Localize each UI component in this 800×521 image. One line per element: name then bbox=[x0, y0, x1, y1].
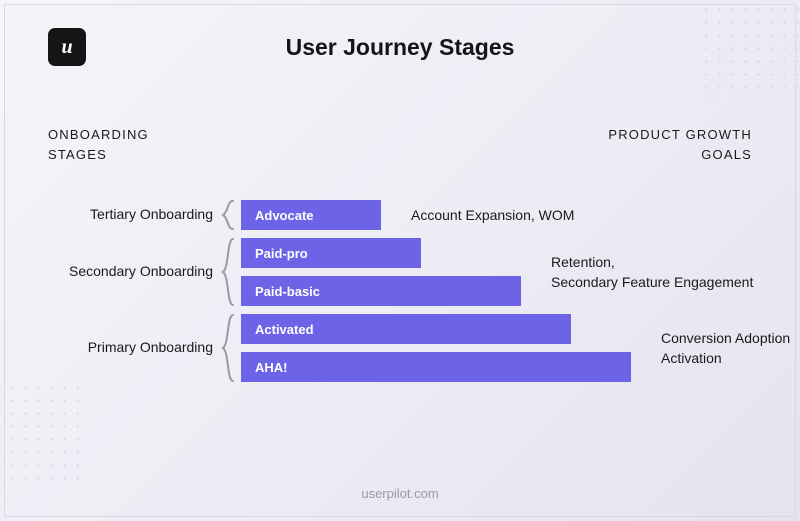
stage-label: Tertiary Onboarding bbox=[90, 206, 213, 222]
bar-activated: Activated bbox=[241, 314, 571, 344]
bar-label: Paid-pro bbox=[255, 246, 308, 261]
bar-paid-pro: Paid-pro bbox=[241, 238, 421, 268]
bar-label: AHA! bbox=[255, 360, 288, 375]
page-title: User Journey Stages bbox=[0, 34, 800, 61]
right-header-line2: GOALS bbox=[608, 145, 752, 165]
brace-icon bbox=[219, 200, 235, 230]
goal-label: Retention,Secondary Feature Engagement bbox=[551, 253, 753, 292]
goal-label-line: Conversion Adoption bbox=[661, 329, 790, 349]
bar-label: Activated bbox=[255, 322, 314, 337]
bar-label: Paid-basic bbox=[255, 284, 320, 299]
brace-icon bbox=[219, 238, 235, 306]
bar-paid-basic: Paid-basic bbox=[241, 276, 521, 306]
journey-chart: Advocate Paid-pro Paid-basic Activated AHA! T… bbox=[0, 200, 800, 420]
bar-aha-: AHA! bbox=[241, 352, 631, 382]
left-header-line2: STAGES bbox=[48, 145, 149, 165]
footer-brand: userpilot.com bbox=[0, 486, 800, 501]
right-column-header: PRODUCT GROWTH GOALS bbox=[608, 125, 752, 164]
goal-label: Conversion AdoptionActivation bbox=[661, 329, 790, 368]
left-column-header: ONBOARDING STAGES bbox=[48, 125, 149, 164]
left-header-line1: ONBOARDING bbox=[48, 125, 149, 145]
goal-label-line: Account Expansion, WOM bbox=[411, 206, 574, 226]
bar-advocate: Advocate bbox=[241, 200, 381, 230]
brace-icon bbox=[219, 314, 235, 382]
stage-label: Secondary Onboarding bbox=[69, 263, 213, 279]
goal-label-line: Retention, bbox=[551, 253, 753, 273]
stage-label: Primary Onboarding bbox=[88, 339, 213, 355]
right-header-line1: PRODUCT GROWTH bbox=[608, 125, 752, 145]
goal-label-line: Secondary Feature Engagement bbox=[551, 273, 753, 293]
goal-label: Account Expansion, WOM bbox=[411, 206, 574, 226]
bar-label: Advocate bbox=[255, 208, 314, 223]
goal-label-line: Activation bbox=[661, 349, 790, 369]
